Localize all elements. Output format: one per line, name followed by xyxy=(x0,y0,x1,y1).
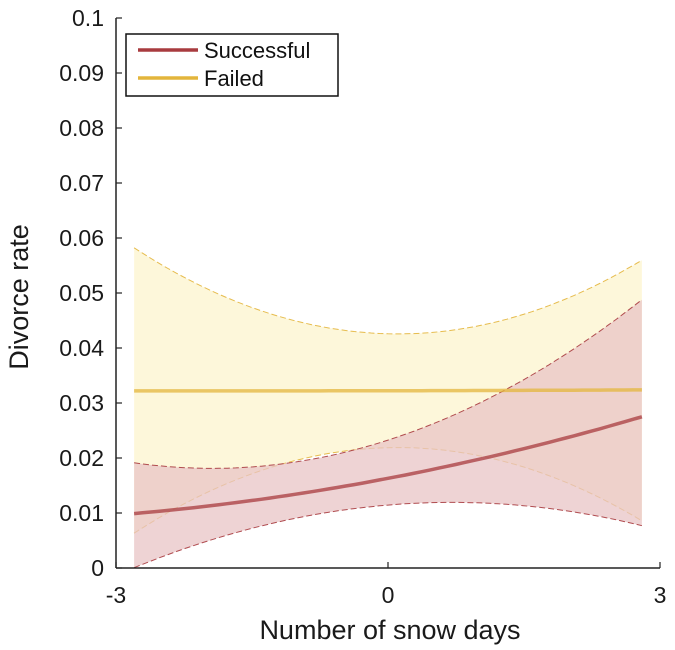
band-edge-upper-failed xyxy=(133,247,643,335)
band-edge-lower-successful xyxy=(133,501,643,569)
y-tick-label: 0.08 xyxy=(59,115,104,141)
legend-label-successful: Successful xyxy=(204,38,310,63)
series-line-successful xyxy=(133,415,643,516)
y-tick-label: 0.05 xyxy=(59,280,104,306)
series-line-failed xyxy=(134,388,642,393)
y-tick-label: 0.02 xyxy=(59,445,104,471)
x-axis-title: Number of snow days xyxy=(259,615,520,645)
ticks: 0 0.01 0.02 0.03 0.04 0.05 0.06 0.07 0.08 0.09 0.1… xyxy=(59,5,666,608)
y-tick-label: 0.06 xyxy=(59,225,104,251)
y-tick-label: 0 xyxy=(91,555,104,581)
y-tick-label: 0.1 xyxy=(72,5,104,31)
confidence-bands xyxy=(133,247,643,569)
x-tick-label: -3 xyxy=(106,582,126,608)
legend-label-failed: Failed xyxy=(204,66,264,91)
band-edge-upper-successful xyxy=(134,299,643,469)
x-tick-label: 3 xyxy=(654,582,667,608)
legend-box xyxy=(125,33,339,97)
y-axis-title: Divorce rate xyxy=(4,224,34,370)
y-tick-label: 0.03 xyxy=(59,390,104,416)
legend: Successful Failed xyxy=(125,33,339,97)
series-lines xyxy=(133,388,643,516)
y-tick-label: 0.01 xyxy=(59,500,104,526)
y-tick-label: 0.07 xyxy=(59,170,104,196)
y-tick-label: 0.09 xyxy=(59,60,104,86)
x-tick-label: 0 xyxy=(382,582,395,608)
y-tick-label: 0.04 xyxy=(59,335,104,361)
